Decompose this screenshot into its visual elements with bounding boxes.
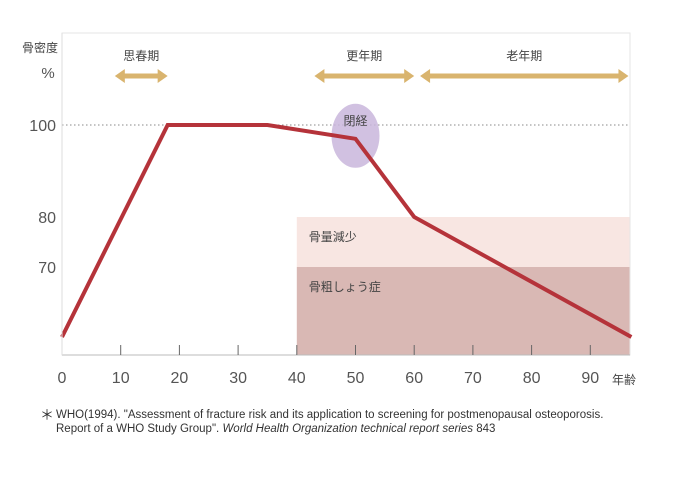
y-axis-label-line1: 骨密度 <box>22 40 58 55</box>
x-tick-label-30: 30 <box>229 370 247 387</box>
x-tick-label-20: 20 <box>171 370 189 387</box>
x-tick-label-90: 90 <box>581 370 599 387</box>
x-tick-label-80: 80 <box>523 370 541 387</box>
x-axis-label: 年齢 <box>612 372 636 387</box>
period-label-1: 更年期 <box>346 49 382 63</box>
bone-density-line <box>60 123 633 339</box>
region-label-1: 骨粗しょう症 <box>309 279 381 294</box>
x-tick-label-10: 10 <box>112 370 130 387</box>
footnote: ＊ WHO(1994). "Assessment of fracture ris… <box>40 408 640 436</box>
y-axis-label-line2: % <box>41 65 54 82</box>
region-label-0: 骨量減少 <box>309 229 357 244</box>
period-arrow-0 <box>114 69 168 83</box>
period-label-2: 老年期 <box>506 49 542 63</box>
footnote-marker: ＊ <box>40 407 54 423</box>
period-label-0: 思春期 <box>123 49 159 63</box>
x-tick-label-0: 0 <box>58 370 67 387</box>
y-tick-label-80: 80 <box>38 210 56 227</box>
x-tick-label-50: 50 <box>347 370 365 387</box>
footnote-tail: 843 <box>473 423 496 435</box>
footnote-text: WHO(1994). "Assessment of fracture risk … <box>56 409 604 435</box>
region-1 <box>296 267 630 355</box>
y-tick-label-70: 70 <box>38 260 56 277</box>
period-arrow-2 <box>420 69 629 83</box>
menopause-label: 閉経 <box>343 114 367 128</box>
footnote-journal: World Health Organization technical repo… <box>222 423 473 435</box>
x-tick-label-70: 70 <box>464 370 482 387</box>
period-arrow-1 <box>314 69 415 83</box>
x-tick-label-40: 40 <box>288 370 306 387</box>
y-tick-label-100: 100 <box>29 118 56 135</box>
x-tick-label-60: 60 <box>405 370 423 387</box>
